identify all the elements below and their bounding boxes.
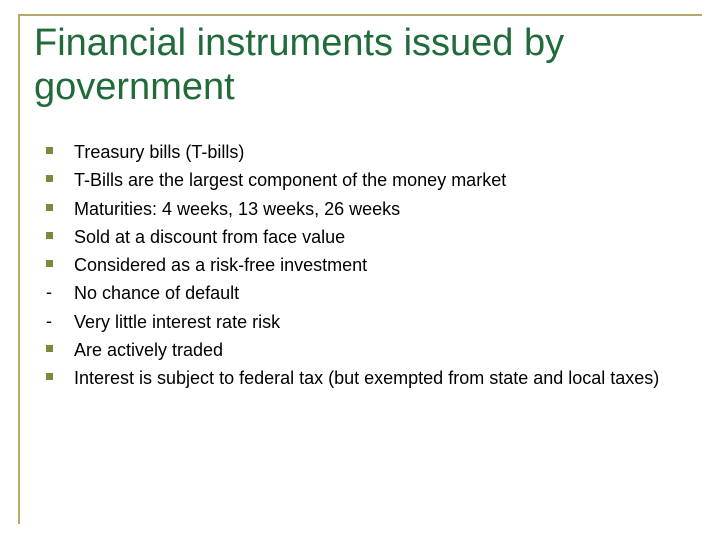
square-bullet-icon — [46, 197, 74, 211]
list-item: T-Bills are the largest component of the… — [46, 168, 686, 192]
dash-bullet-icon: - — [46, 310, 74, 330]
list-item-text: Sold at a discount from face value — [74, 225, 686, 249]
list-item: Sold at a discount from face value — [46, 225, 686, 249]
list-item-text: Very little interest rate risk — [74, 310, 686, 334]
list-item-text: Considered as a risk-free investment — [74, 253, 686, 277]
slide: Financial instruments issued by governme… — [0, 0, 720, 540]
square-bullet-icon — [46, 366, 74, 380]
list-item-text: Maturities: 4 weeks, 13 weeks, 26 weeks — [74, 197, 686, 221]
square-bullet-icon — [46, 253, 74, 267]
rule-top — [18, 14, 702, 16]
list-item: -No chance of default — [46, 281, 686, 305]
square-bullet-icon — [46, 338, 74, 352]
square-bullet-icon — [46, 140, 74, 154]
list-item-text: T-Bills are the largest component of the… — [74, 168, 686, 192]
list-item-text: Interest is subject to federal tax (but … — [74, 366, 686, 390]
dash-bullet-icon: - — [46, 281, 74, 301]
list-item: -Very little interest rate risk — [46, 310, 686, 334]
list-item-text: Treasury bills (T-bills) — [74, 140, 686, 164]
list-item: Are actively traded — [46, 338, 686, 362]
square-bullet-icon — [46, 168, 74, 182]
square-bullet-icon — [46, 225, 74, 239]
slide-title: Financial instruments issued by governme… — [34, 22, 694, 109]
list-item: Interest is subject to federal tax (but … — [46, 366, 686, 390]
list-item: Considered as a risk-free investment — [46, 253, 686, 277]
slide-body: Treasury bills (T-bills) T-Bills are the … — [46, 140, 686, 395]
rule-left — [18, 14, 20, 524]
list-item: Treasury bills (T-bills) — [46, 140, 686, 164]
list-item-text: No chance of default — [74, 281, 686, 305]
list-item-text: Are actively traded — [74, 338, 686, 362]
list-item: Maturities: 4 weeks, 13 weeks, 26 weeks — [46, 197, 686, 221]
